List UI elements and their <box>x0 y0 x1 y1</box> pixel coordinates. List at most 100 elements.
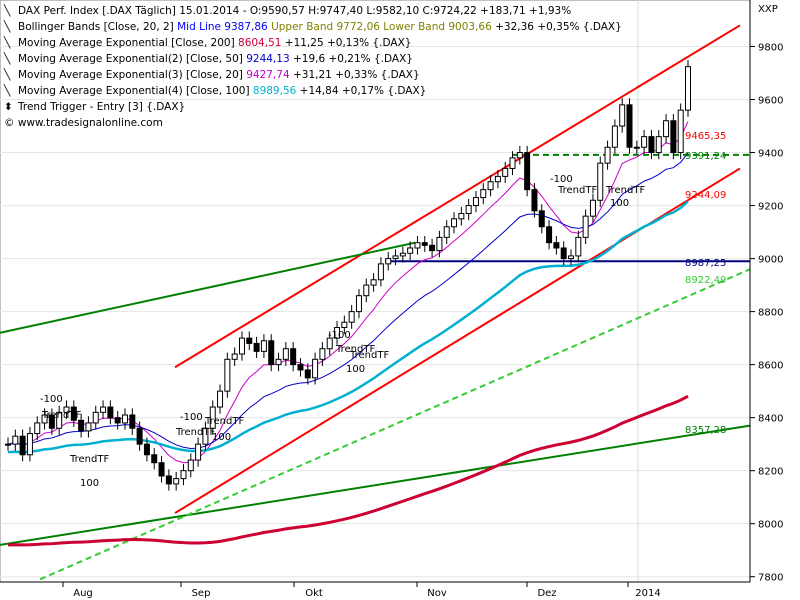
y-tick-label: 9600 <box>758 96 783 107</box>
candle-body <box>568 255 575 260</box>
candle-body <box>326 337 333 350</box>
candle-body <box>597 162 604 201</box>
ema200-line <box>7 394 689 547</box>
price-tag-label: 8357,28 <box>685 425 726 436</box>
candle-body <box>458 213 465 220</box>
candle-body <box>355 295 362 313</box>
candle-body <box>626 104 633 148</box>
candle-body <box>217 390 224 408</box>
candle-body <box>480 189 487 199</box>
candle-body <box>421 242 428 246</box>
candle-body <box>5 443 11 446</box>
candle-body <box>151 454 158 464</box>
candle-body <box>429 244 436 252</box>
candle-body <box>363 284 370 297</box>
candle-body <box>385 258 392 265</box>
candle-body <box>414 242 421 249</box>
long-trend-line <box>0 241 416 334</box>
candle-body <box>633 146 640 149</box>
y-tick-label: 8000 <box>758 520 783 531</box>
candle-body <box>224 358 231 392</box>
candle-body <box>231 353 238 360</box>
candle-body <box>107 406 114 419</box>
candle-body <box>348 311 355 323</box>
trend-trigger-label: TrendTF <box>69 454 109 465</box>
y-tick-label: 9800 <box>758 43 783 54</box>
chart-line-icon: ╲ <box>4 5 11 17</box>
x-tick-label: Nov <box>427 588 447 599</box>
x-tick-label: Okt <box>305 588 323 599</box>
candle-body <box>187 459 194 472</box>
candle-body <box>143 443 150 456</box>
candle-body <box>209 406 216 429</box>
trend-trigger-label: 100 <box>346 364 365 375</box>
y-tick-label: 8800 <box>758 308 783 319</box>
candle-body <box>26 433 33 456</box>
trend-trigger-label: 100 <box>212 432 231 443</box>
candle-body <box>677 109 684 154</box>
candle-body <box>399 252 406 257</box>
candle-body <box>129 414 136 429</box>
candle-body <box>268 340 275 366</box>
candle-body <box>114 417 121 424</box>
legend-row-ema200: ╲ Moving Average Exponential [Close, 200]… <box>4 37 412 49</box>
candle-body <box>121 414 128 424</box>
candle-body <box>78 419 85 432</box>
candle-body <box>494 175 501 183</box>
candle-body <box>282 348 289 360</box>
candle-body <box>304 369 311 379</box>
legend-row-ema20: ╲ Moving Average Exponential(3) [Close, 2… <box>4 69 420 81</box>
candle-body <box>377 263 384 281</box>
x-tick-label: Dez <box>537 588 556 599</box>
y-tick-label: 8600 <box>758 361 783 372</box>
candle-body <box>100 406 107 413</box>
price-tag-label: 8987,25 <box>685 258 726 269</box>
candle-body <box>582 215 589 238</box>
y-axis-label: XXP <box>758 4 778 15</box>
chart-line-icon: ╲ <box>4 69 11 81</box>
candle-body <box>663 120 670 138</box>
candle-body <box>451 218 458 228</box>
x-tick-label: Aug <box>73 588 93 599</box>
candle-body <box>546 226 553 244</box>
y-tick-label: 9200 <box>758 202 783 213</box>
candle-body <box>538 210 545 228</box>
candle-body <box>238 337 245 355</box>
trend-trigger-label: TrendTF <box>41 410 81 421</box>
legend-row-ema50: ╲ Moving Average Exponential(2) [Close, 5… <box>4 53 413 65</box>
candle-body <box>392 255 399 260</box>
price-tag-label: 9465,35 <box>685 131 726 142</box>
candle-body <box>180 470 187 480</box>
candle-body <box>48 414 55 429</box>
candle-body <box>195 443 202 461</box>
trend-trigger-label: TrendTF <box>204 416 244 427</box>
y-tick-label: 8400 <box>758 414 783 425</box>
candle-body <box>611 125 618 148</box>
chart-line-icon: ╲ <box>4 53 11 65</box>
candle-body <box>531 189 538 212</box>
candles-layer <box>5 60 691 491</box>
x-tick-label: 2014 <box>635 588 660 599</box>
x-tick-label: Sep <box>192 588 211 599</box>
legend-row-dax: ╲ DAX Perf. Index [.DAX Täglich] 15.01.20… <box>4 5 572 17</box>
ema100-line <box>7 200 689 454</box>
candle-body <box>290 348 297 366</box>
candle-body <box>70 406 77 421</box>
legend-row-copyright: © www.tradesignalonline.com <box>4 117 163 129</box>
long-support-line <box>0 424 751 546</box>
candle-body <box>34 422 41 435</box>
candle-body <box>685 66 691 111</box>
legend-row-trend: ⬍ Trend Trigger - Entry [3] {.DAX} <box>4 101 186 113</box>
y-tick-label: 7800 <box>758 573 783 584</box>
axes-layer: 7800 8000 8200 8400 8600 8800 9000 9200 9400 9600… <box>0 0 783 599</box>
trend-trigger-label: TrendTF <box>349 350 389 361</box>
candle-body <box>136 427 143 445</box>
candle-body <box>41 414 48 424</box>
candle-body <box>12 435 19 445</box>
candle-body <box>524 152 531 191</box>
indicator-lines-layer <box>0 24 751 581</box>
candle-body <box>436 236 443 252</box>
candle-body <box>648 136 655 154</box>
